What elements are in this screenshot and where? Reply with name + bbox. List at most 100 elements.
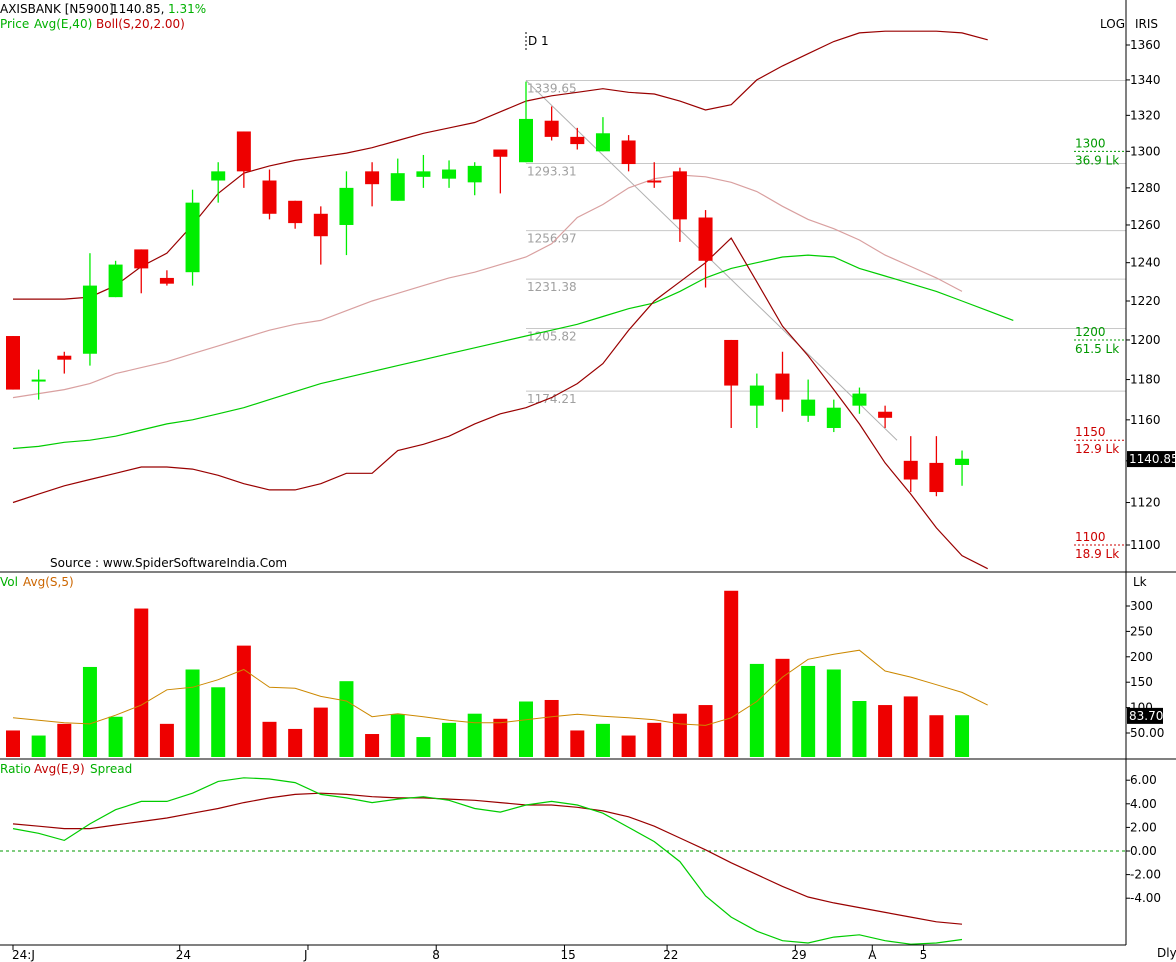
volume-bar [57, 723, 72, 757]
candle-body [57, 355, 72, 360]
candle-body [390, 173, 405, 201]
candle [519, 81, 533, 163]
volume-bar [31, 735, 46, 757]
period-footer: Dly [1157, 946, 1176, 960]
log-scale-label[interactable]: LOG [1100, 17, 1126, 31]
volume-bar [236, 645, 251, 757]
candle [442, 160, 457, 188]
level-price-label: 1200 [1075, 325, 1106, 339]
level-volume-label: 36.9 Lk [1075, 153, 1119, 167]
candle-body [467, 165, 482, 183]
candle-body [672, 171, 687, 220]
candle [775, 351, 790, 412]
level-volume-label: 61.5 Lk [1075, 342, 1119, 356]
candle [698, 210, 713, 288]
candle-body [365, 171, 380, 185]
volume-unit: Lk [1133, 575, 1147, 589]
candle-body [724, 339, 739, 386]
fib-level-label: 1339.65 [527, 82, 577, 96]
candle-body [262, 180, 277, 214]
time-tick-label: A [868, 948, 877, 962]
candle-body [493, 149, 508, 157]
fib-level-label: 1205.82 [527, 330, 577, 344]
candle-body [878, 411, 893, 418]
candle-body [313, 213, 328, 237]
candle-body [211, 171, 226, 181]
ratio-avg-label: Avg(E,9) [34, 762, 85, 776]
candle [878, 405, 893, 428]
volume-bar [544, 699, 559, 757]
level-volume-label: 18.9 Lk [1075, 547, 1119, 561]
level-volume-label: 12.9 Lk [1075, 442, 1119, 456]
volume-bar [262, 721, 277, 757]
price-tick-label: 1160 [1130, 413, 1161, 427]
volume-bar [852, 700, 867, 757]
candle [82, 253, 97, 366]
price-tick-label: 1120 [1130, 496, 1161, 510]
candle [595, 117, 610, 152]
time-tick-label: 24:J [12, 948, 35, 962]
ratio-avg-line [12, 792, 963, 925]
price-tick-label: 1180 [1130, 373, 1161, 387]
price-overlays [12, 30, 1014, 570]
legend-boll-label: Boll(S,20,2.00) [96, 17, 185, 31]
candle-body [647, 180, 662, 183]
last-price-tag-label: 1140.85 [1129, 452, 1176, 466]
level-price-label: 1100 [1075, 530, 1106, 544]
candle-body [698, 217, 713, 261]
candle [390, 158, 405, 201]
iris-label[interactable]: IRIS [1135, 17, 1159, 31]
legend-price-label: Price [0, 17, 30, 31]
price-axis: 1360 1340 1320 1300 1280 1260 1240 1220 1200 1180… [1074, 38, 1176, 561]
volume-bar [365, 734, 380, 757]
volume-bar [288, 728, 303, 757]
ratio-tick-label: -2.00 [1130, 868, 1161, 882]
time-tick-label: 5 [920, 948, 928, 962]
candle [955, 450, 970, 486]
volume-bar [724, 590, 739, 757]
level-price-label: 1150 [1075, 425, 1106, 439]
last-price-tag [1127, 451, 1175, 468]
candle-body [288, 200, 303, 224]
volume-bar [159, 723, 174, 757]
candle [621, 135, 636, 172]
volume-tick-label: 300 [1130, 599, 1153, 613]
volume-bar [493, 718, 508, 757]
volume-bar [6, 730, 20, 757]
candle-body [185, 202, 200, 273]
candle [929, 436, 944, 497]
candle-body [159, 277, 174, 284]
candle [416, 154, 431, 188]
volume-bar [82, 666, 97, 757]
candle [570, 127, 585, 150]
legend-ema-label: Avg(E,40) [34, 17, 93, 31]
candle-body [544, 120, 559, 137]
candle [159, 270, 174, 286]
level-price-label: 1300 [1075, 136, 1106, 150]
time-tick-label: 24 [176, 948, 191, 962]
ratio-tick-label: -4.00 [1130, 891, 1161, 905]
volume-bar [955, 715, 970, 757]
volume-bar [775, 658, 790, 757]
volume-bar [570, 730, 585, 757]
time-tick-label: J [303, 948, 308, 962]
candle-body [31, 379, 46, 382]
candle-body [236, 131, 251, 172]
candle [724, 339, 739, 428]
volume-tick-label: 250 [1130, 624, 1153, 638]
candle [672, 167, 687, 242]
last-volume-tag [1127, 707, 1163, 724]
volume-bar [749, 663, 764, 757]
candle-body [903, 460, 918, 480]
candle-body [134, 249, 149, 269]
candle [647, 162, 662, 188]
price-tick-label: 1240 [1130, 256, 1161, 270]
candle [749, 373, 764, 428]
time-axis: 24:J 24 J 8 15 22 29 A 5 [0, 944, 1126, 962]
price-tick-label: 1280 [1130, 181, 1161, 195]
candle [108, 260, 123, 298]
time-tick-label: 22 [663, 948, 678, 962]
volume-bar [416, 737, 431, 757]
